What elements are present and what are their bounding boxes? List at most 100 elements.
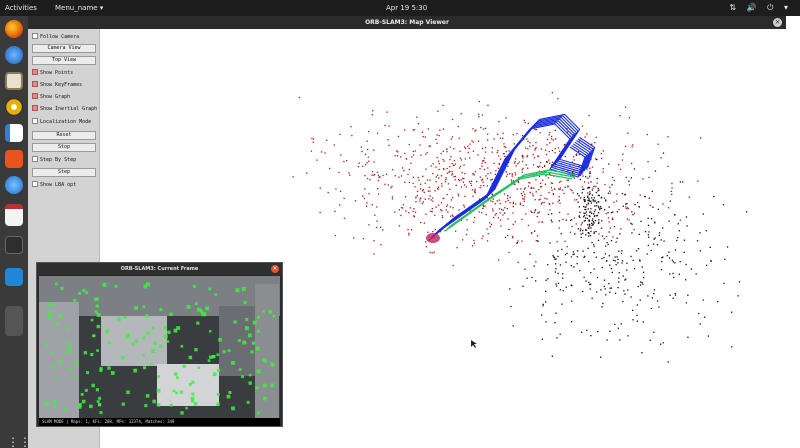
feature-point — [174, 372, 178, 376]
map-point — [593, 252, 595, 254]
map-point — [589, 211, 591, 213]
vscode-icon[interactable] — [5, 268, 23, 286]
activities-button[interactable]: Activities — [5, 4, 37, 12]
feature-point — [83, 351, 87, 355]
map-point — [588, 114, 590, 117]
map-point — [454, 175, 456, 178]
feature-point — [156, 403, 161, 407]
feature-point — [193, 285, 196, 288]
help-icon[interactable] — [5, 176, 23, 194]
map-point — [483, 168, 486, 171]
map-point — [577, 250, 579, 252]
map-point — [660, 239, 662, 241]
map-point — [375, 226, 378, 229]
map-point — [525, 213, 527, 215]
map-point — [440, 202, 443, 204]
map-point — [571, 321, 573, 323]
map-point — [624, 279, 626, 281]
step-by-step-checkbox[interactable]: Step By Step — [32, 156, 96, 165]
feature-point — [176, 326, 181, 330]
map-point — [536, 215, 538, 218]
map-point — [474, 188, 476, 190]
map-point — [544, 197, 546, 199]
map-point — [431, 252, 433, 254]
map-point — [614, 256, 616, 258]
feature-point — [217, 368, 221, 372]
map-point — [422, 136, 424, 138]
map-point — [320, 151, 323, 153]
map-point — [559, 187, 561, 189]
files-icon[interactable] — [5, 72, 23, 90]
map-point — [537, 155, 540, 157]
map-point — [583, 276, 585, 278]
rhythmbox-icon[interactable] — [5, 98, 23, 116]
feature-point — [197, 307, 201, 312]
app-menu[interactable]: Menu_name ▾ — [55, 4, 104, 12]
software-center-icon[interactable] — [5, 150, 23, 168]
map-point — [668, 220, 670, 222]
close-icon[interactable]: × — [271, 265, 279, 273]
firefox-icon[interactable] — [5, 20, 23, 38]
map-point — [572, 134, 574, 136]
stop-button[interactable]: Stop — [32, 143, 96, 152]
map-point — [593, 205, 596, 207]
feature-point — [107, 366, 111, 370]
close-icon[interactable]: × — [773, 18, 782, 27]
show-keyframes-checkbox[interactable]: Show KeyFrames — [32, 81, 96, 90]
map-point — [679, 261, 681, 263]
map-point — [535, 129, 537, 131]
reset-button[interactable]: Reset — [32, 131, 96, 140]
map-point — [546, 161, 549, 163]
feature-point — [218, 338, 222, 342]
map-point — [489, 222, 491, 224]
map-point — [508, 251, 510, 254]
map-point — [426, 151, 428, 154]
system-tray[interactable]: ⇅ 🔊 ⏻ ▾ — [729, 3, 792, 12]
map-point — [662, 227, 664, 229]
map-point — [549, 242, 551, 244]
map-point — [618, 164, 620, 166]
writer-icon[interactable] — [5, 124, 23, 142]
map-point — [588, 232, 590, 234]
map-point — [603, 285, 605, 288]
map-point — [601, 266, 603, 269]
map-point — [590, 272, 592, 274]
show-inertial-graph-checkbox[interactable]: Show Inertial Graph — [32, 105, 97, 114]
localization-mode-checkbox[interactable]: Localization Mode — [32, 118, 96, 127]
step-button[interactable]: Step — [32, 168, 96, 177]
map-point — [486, 185, 488, 187]
map-point — [400, 156, 402, 158]
show-points-checkbox[interactable]: Show Points — [32, 69, 96, 78]
point-cloud-map[interactable] — [100, 29, 786, 448]
map-point — [713, 195, 715, 198]
clock[interactable]: Apr 19 5:30 — [386, 4, 428, 12]
map-point — [608, 206, 610, 208]
follow-camera-checkbox[interactable]: Follow Camera — [32, 33, 96, 42]
feature-point — [242, 340, 247, 345]
terminal-icon[interactable] — [5, 236, 23, 254]
map-point — [547, 177, 549, 179]
thunderbird-icon[interactable] — [5, 46, 23, 64]
map-point — [405, 158, 408, 160]
top-view-button[interactable]: Top View — [32, 56, 96, 65]
show-applications-icon[interactable]: ⋮⋮⋮ — [7, 435, 43, 448]
map-point — [598, 201, 600, 203]
map-point — [507, 234, 509, 237]
map-point — [361, 150, 363, 153]
show-lba-opt-checkbox[interactable]: Show LBA opt — [32, 181, 96, 190]
feature-point — [180, 344, 184, 348]
map-point — [509, 288, 511, 290]
map-point — [404, 152, 406, 155]
show-graph-checkbox[interactable]: Show Graph — [32, 93, 96, 102]
map-point — [498, 162, 500, 165]
map-point — [671, 193, 673, 196]
map-point — [429, 190, 431, 192]
text-editor-icon[interactable] — [5, 204, 23, 226]
map-point — [698, 312, 700, 315]
current-frame-window[interactable]: ORB-SLAM3: Current Frame × SLAM MODE | M… — [36, 262, 283, 427]
map-point — [454, 179, 456, 181]
map-point — [524, 268, 526, 270]
camera-view-button[interactable]: Camera View — [32, 44, 96, 53]
map-point — [587, 187, 589, 189]
map-point — [556, 241, 558, 243]
